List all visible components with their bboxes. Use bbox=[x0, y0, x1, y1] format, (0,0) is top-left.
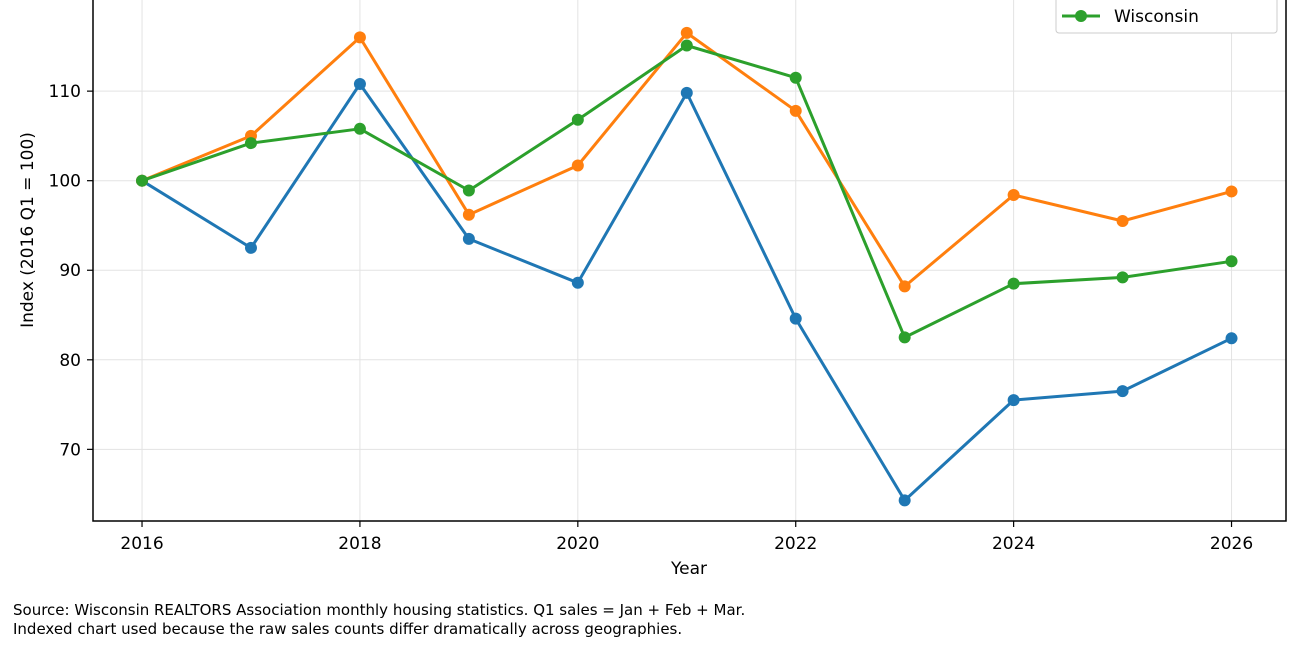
x-tick-label: 2020 bbox=[556, 534, 599, 554]
series-2-point bbox=[789, 104, 802, 117]
series-3-point bbox=[462, 184, 475, 197]
y-tick-label: 100 bbox=[49, 172, 81, 192]
legend: Wisconsin bbox=[1055, 0, 1278, 34]
series-line-2 bbox=[141, 31, 1232, 288]
legend-label: Wisconsin bbox=[1114, 7, 1199, 27]
series-3-point bbox=[571, 113, 584, 126]
series-1-point bbox=[1007, 394, 1020, 407]
series-2-point bbox=[1007, 189, 1020, 202]
series-1-point bbox=[789, 312, 802, 325]
x-tick-label: 2024 bbox=[992, 534, 1035, 554]
series-2-point bbox=[462, 208, 475, 221]
series-3-point bbox=[244, 137, 257, 150]
x-axis-label: Year bbox=[670, 559, 707, 579]
series-3-point bbox=[898, 331, 911, 344]
series-3-point bbox=[680, 39, 693, 52]
series-1-point bbox=[898, 494, 911, 507]
series-2-point bbox=[571, 159, 584, 172]
plot-frame bbox=[92, 0, 1287, 522]
x-tick-label: 2016 bbox=[120, 534, 163, 554]
y-axis-label: Index (2016 Q1 = 100) bbox=[18, 132, 38, 328]
legend-box bbox=[1055, 0, 1278, 34]
series-2-point bbox=[1116, 214, 1129, 227]
series-1-point bbox=[244, 241, 257, 254]
y-tick-label: 110 bbox=[49, 82, 81, 102]
series-3-point bbox=[1225, 255, 1238, 268]
series-3-point bbox=[353, 122, 366, 135]
series-2-point bbox=[1225, 185, 1238, 198]
series-3-point bbox=[1116, 271, 1129, 284]
series-line-1 bbox=[141, 82, 1233, 502]
series-3-point bbox=[136, 174, 149, 187]
y-tick-label: 70 bbox=[59, 440, 81, 460]
series-1-point bbox=[680, 86, 693, 99]
series-2-point bbox=[353, 31, 366, 44]
series-1-point bbox=[353, 77, 366, 90]
series-layer bbox=[136, 26, 1238, 507]
axis-ticks: 2016 2018 2020 2022 2024 2026 70 80 90 100 110 bbox=[49, 82, 1254, 554]
series-2-point bbox=[898, 280, 911, 293]
series-3-point bbox=[789, 71, 802, 84]
x-tick-label: 2026 bbox=[1210, 534, 1253, 554]
source-caption: Source: Wisconsin REALTORS Association m… bbox=[13, 601, 746, 619]
series-1-point bbox=[462, 232, 475, 245]
series-1-point bbox=[1116, 385, 1129, 398]
series-1-point bbox=[1225, 332, 1238, 345]
grid bbox=[93, 0, 1286, 521]
x-tick-label: 2022 bbox=[774, 534, 817, 554]
method-caption: Indexed chart used because the raw sales… bbox=[13, 620, 683, 638]
y-tick-label: 80 bbox=[59, 351, 81, 371]
y-tick-label: 90 bbox=[59, 261, 81, 281]
series-3-point bbox=[1007, 277, 1020, 290]
legend-marker bbox=[1075, 10, 1087, 22]
series-1-point bbox=[571, 276, 584, 289]
series-2-point bbox=[680, 26, 693, 39]
x-tick-label: 2018 bbox=[338, 534, 381, 554]
